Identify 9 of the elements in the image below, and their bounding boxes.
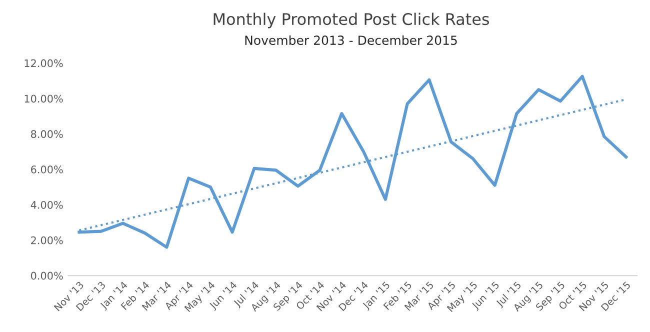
y-tick-label: 6.00% bbox=[31, 166, 63, 174]
y-tick-label: 0.00% bbox=[30, 272, 63, 280]
y-tick-label: 8.00% bbox=[31, 130, 63, 138]
y-tick-label: 2.00% bbox=[31, 236, 63, 244]
chart-subtitle: November 2013 - December 2015 bbox=[245, 35, 457, 45]
y-tick-label: 10.00% bbox=[24, 94, 63, 103]
y-tick-label: 12.00% bbox=[24, 59, 63, 68]
y-tick-label: 4.00% bbox=[30, 200, 63, 209]
chart-title: Monthly Promoted Post Click Rates bbox=[214, 12, 489, 28]
